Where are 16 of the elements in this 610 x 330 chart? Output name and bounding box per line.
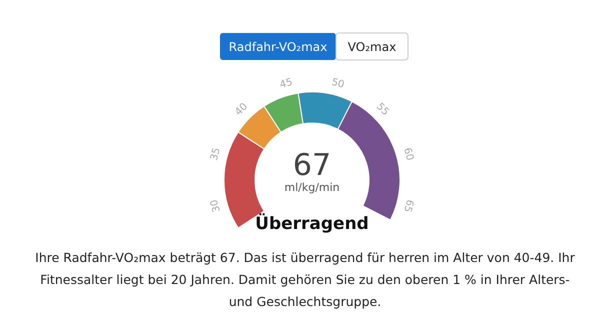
text: und Geschlechtsgruppe. — [228, 294, 382, 309]
text: 50 — [330, 76, 346, 91]
text: 67 — [292, 148, 332, 183]
text: 30 — [208, 198, 223, 214]
text: Fitnessalter liegt bei 20 Jahren. Damit gehören Sie zu den oberen 1 % in Ihrer Alters- — [40, 272, 570, 287]
text: 40 — [233, 101, 250, 118]
text: 65 — [401, 198, 416, 214]
text: 45 — [278, 76, 294, 91]
text: VO₂max — [348, 40, 396, 54]
text: Überragend — [255, 213, 369, 234]
text: Ihre Radfahr-VO₂max beträgt 67. Das ist überragend für herren im Alter von 40-49. Ihr — [35, 250, 576, 265]
text: 35 — [208, 146, 223, 162]
text: 60 — [401, 146, 416, 162]
text: 55 — [374, 101, 391, 118]
text: Radfahr-VO₂max — [228, 40, 328, 54]
text: ml/kg/min — [284, 181, 340, 194]
